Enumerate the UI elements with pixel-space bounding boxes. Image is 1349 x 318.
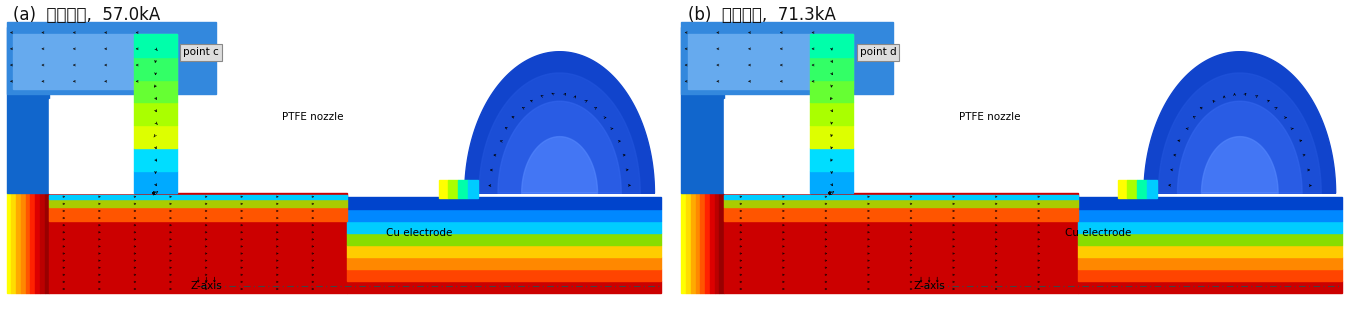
Bar <box>1078 221 1342 233</box>
Bar <box>347 257 661 269</box>
Bar <box>719 193 724 293</box>
Bar <box>135 57 177 80</box>
Bar <box>438 180 448 198</box>
Bar <box>448 180 459 198</box>
Bar <box>724 199 1078 207</box>
Bar <box>135 148 177 170</box>
Bar <box>1078 245 1342 257</box>
Text: point c: point c <box>183 47 219 58</box>
Bar <box>347 221 661 233</box>
Bar <box>724 99 811 193</box>
Bar <box>135 34 177 57</box>
Bar <box>691 193 696 293</box>
Bar <box>811 34 853 57</box>
Bar <box>347 245 661 257</box>
Bar <box>715 193 719 293</box>
Bar <box>50 193 347 293</box>
Bar <box>7 13 661 293</box>
Text: (a)  입력전류,  57.0kA: (a) 입력전류, 57.0kA <box>13 6 161 24</box>
Bar <box>696 193 700 293</box>
Bar <box>347 233 661 245</box>
Bar <box>1078 269 1342 281</box>
Bar <box>681 193 687 293</box>
Text: Z-axis: Z-axis <box>913 281 946 291</box>
Text: point d: point d <box>859 47 896 58</box>
Bar <box>135 102 177 125</box>
Bar <box>1078 233 1342 245</box>
Polygon shape <box>464 52 654 193</box>
Bar <box>1078 257 1342 269</box>
Polygon shape <box>522 137 598 193</box>
Bar <box>1078 209 1342 221</box>
Bar <box>135 170 177 193</box>
Bar <box>50 207 347 221</box>
Bar <box>811 148 853 170</box>
Bar <box>50 199 347 207</box>
Bar <box>40 193 45 293</box>
Bar <box>1078 281 1342 293</box>
Bar <box>7 193 12 293</box>
Text: Cu electrode: Cu electrode <box>1064 228 1130 238</box>
Bar <box>811 80 853 102</box>
Bar <box>468 180 478 198</box>
Bar <box>811 170 853 193</box>
Bar <box>811 57 853 80</box>
Polygon shape <box>1202 137 1278 193</box>
Bar <box>26 193 31 293</box>
Bar <box>13 34 177 88</box>
Bar <box>700 193 706 293</box>
Bar <box>135 80 177 102</box>
Bar <box>347 197 661 209</box>
Polygon shape <box>1144 52 1336 193</box>
Bar <box>1147 180 1157 198</box>
Bar <box>811 102 853 125</box>
Bar <box>347 281 661 293</box>
Bar <box>459 180 468 198</box>
Bar <box>1078 197 1342 209</box>
Bar <box>35 193 40 293</box>
Bar <box>710 193 715 293</box>
Bar <box>688 34 853 88</box>
Bar <box>681 13 1342 293</box>
Bar <box>45 193 50 293</box>
Bar <box>12 193 16 293</box>
Bar <box>135 125 177 148</box>
Bar <box>1117 180 1128 198</box>
Bar <box>706 193 710 293</box>
Bar <box>50 99 135 193</box>
Text: PTFE nozzle: PTFE nozzle <box>959 112 1020 122</box>
Bar <box>7 22 216 94</box>
Bar <box>1128 180 1137 198</box>
Polygon shape <box>498 101 622 193</box>
Polygon shape <box>1159 73 1321 193</box>
Bar <box>7 27 50 193</box>
Bar <box>1137 180 1147 198</box>
Bar <box>724 195 1078 199</box>
Text: (b)  입력전류,  71.3kA: (b) 입력전류, 71.3kA <box>688 6 836 24</box>
Bar <box>681 22 893 94</box>
Bar <box>811 125 853 148</box>
Bar <box>31 193 35 293</box>
Polygon shape <box>1178 101 1302 193</box>
Text: Z-axis: Z-axis <box>190 281 223 291</box>
Bar <box>50 195 347 199</box>
Bar <box>16 193 22 293</box>
Bar <box>724 207 1078 221</box>
Polygon shape <box>479 73 641 193</box>
Bar <box>687 193 691 293</box>
Text: PTFE nozzle: PTFE nozzle <box>282 112 343 122</box>
Bar <box>724 193 1078 293</box>
Bar <box>347 269 661 281</box>
Text: Cu electrode: Cu electrode <box>386 228 453 238</box>
Bar <box>22 193 26 293</box>
Bar <box>347 209 661 221</box>
Bar <box>681 27 724 193</box>
